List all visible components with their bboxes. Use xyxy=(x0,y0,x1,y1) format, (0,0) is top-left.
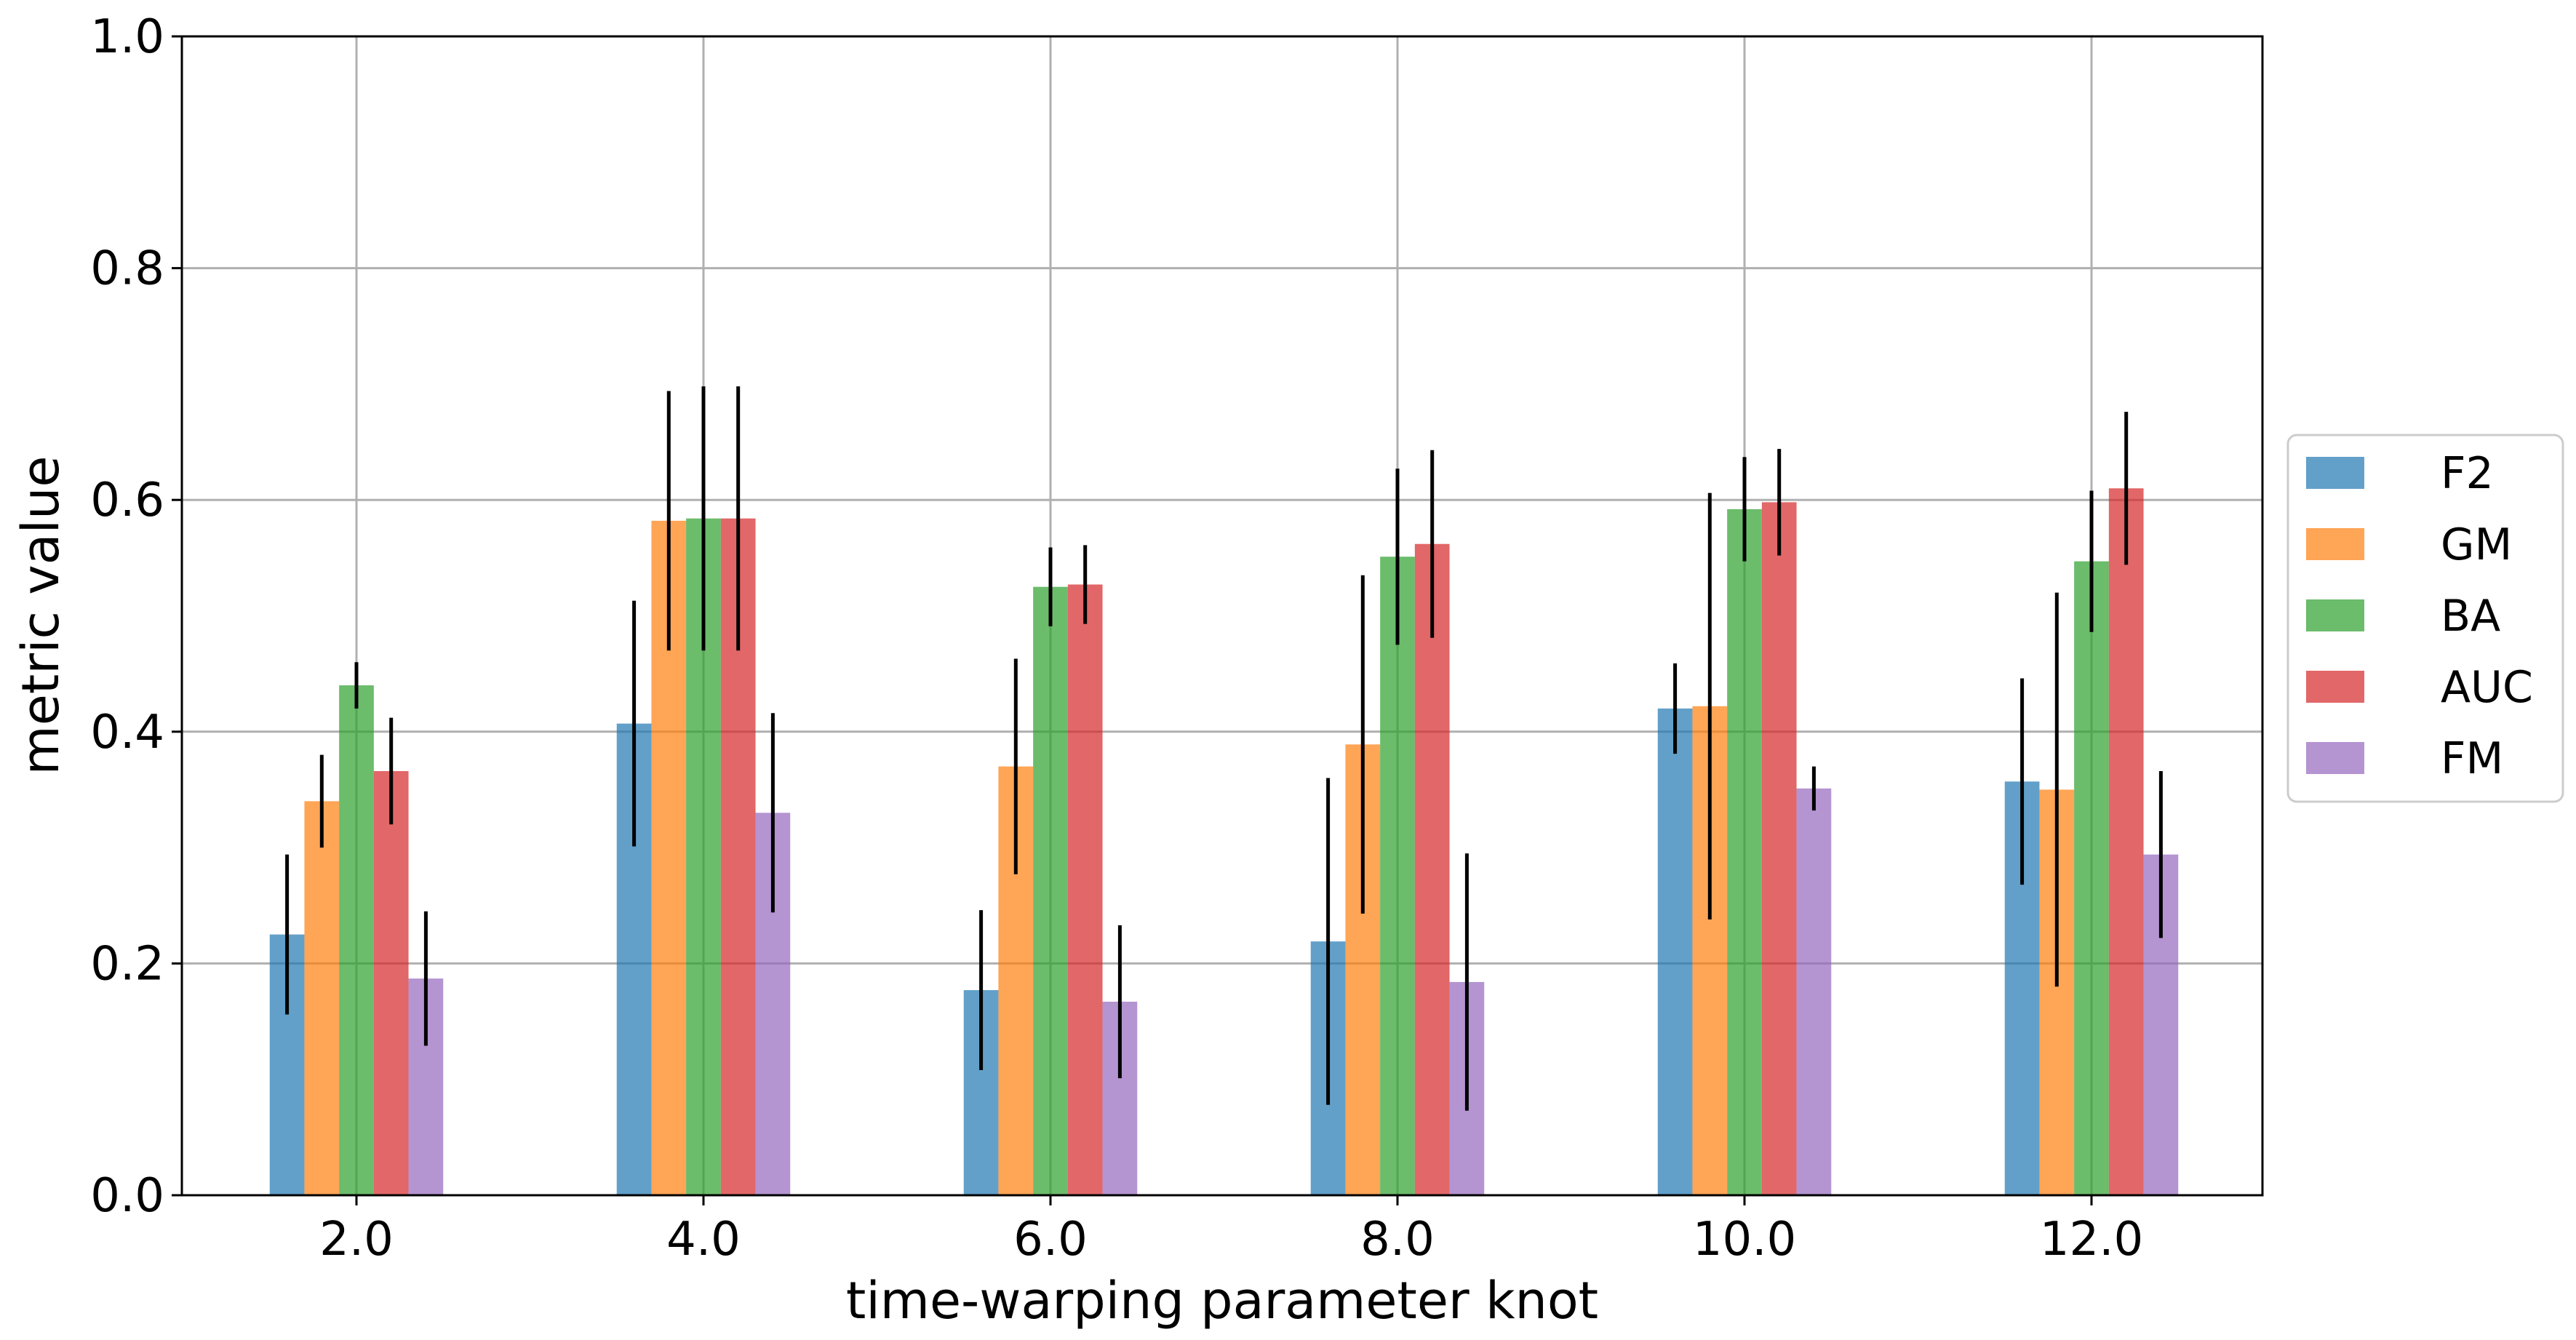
bar-fm-10.0 xyxy=(1796,788,1832,1195)
y-tick-label: 0.6 xyxy=(90,474,164,527)
x-axis-ticks: 2.0 4.0 6.0 8.0 10.0 12.0 xyxy=(319,1195,2143,1267)
legend-items: F2 GM BA AUC FM xyxy=(2306,448,2533,784)
bar-gm-2.0 xyxy=(304,801,340,1195)
bar-f2-10.0 xyxy=(1657,708,1693,1195)
x-tick-label: 6.0 xyxy=(1013,1213,1088,1267)
x-axis-label: time-warping parameter knot xyxy=(846,1271,1598,1331)
bar-auc-8.0 xyxy=(1414,543,1450,1195)
bar-ba-8.0 xyxy=(1380,557,1415,1195)
legend-frame xyxy=(2286,434,2564,803)
y-axis-ticks: 0.0 0.2 0.4 0.6 0.8 1.0 xyxy=(90,10,182,1223)
legend-swatch-gm xyxy=(2306,528,2364,560)
bar-auc-10.0 xyxy=(1761,502,1797,1195)
legend-label-auc: AUC xyxy=(2441,662,2533,713)
bar-auc-12.0 xyxy=(2108,488,2144,1195)
y-tick-label: 1.0 xyxy=(90,10,164,64)
x-tick-label: 8.0 xyxy=(1360,1213,1435,1267)
bar-ba-6.0 xyxy=(1033,586,1068,1195)
legend-swatch-f2 xyxy=(2306,457,2364,489)
y-tick-label: 0.0 xyxy=(90,1169,164,1223)
error-bars xyxy=(285,386,2163,1111)
y-tick-label: 0.2 xyxy=(90,937,164,991)
legend-swatch-auc xyxy=(2306,671,2364,703)
y-tick-label: 0.8 xyxy=(90,242,164,296)
legend-swatch-ba xyxy=(2306,599,2364,631)
x-tick-label: 2.0 xyxy=(319,1213,394,1267)
grid-lines xyxy=(182,35,2262,1197)
legend: F2 GM BA AUC FM xyxy=(2286,434,2564,803)
plot-area-frame xyxy=(180,35,2264,1197)
legend-label-f2: F2 xyxy=(2441,448,2494,499)
bar-ba-10.0 xyxy=(1727,509,1762,1195)
x-tick-label: 10.0 xyxy=(1693,1213,1797,1267)
bar-ba-12.0 xyxy=(2074,561,2109,1195)
x-tick-label: 12.0 xyxy=(2040,1213,2144,1267)
legend-label-ba: BA xyxy=(2441,591,2500,642)
bar-auc-6.0 xyxy=(1067,584,1103,1195)
bar-ba-2.0 xyxy=(339,685,374,1195)
y-tick-label: 0.4 xyxy=(90,706,164,759)
bar-auc-2.0 xyxy=(373,770,409,1195)
legend-label-gm: GM xyxy=(2441,519,2512,570)
legend-label-fm: FM xyxy=(2441,733,2503,784)
bars xyxy=(269,488,2179,1195)
x-tick-label: 4.0 xyxy=(666,1213,741,1267)
y-axis-label: metric value xyxy=(11,456,71,775)
legend-swatch-fm xyxy=(2306,742,2364,774)
